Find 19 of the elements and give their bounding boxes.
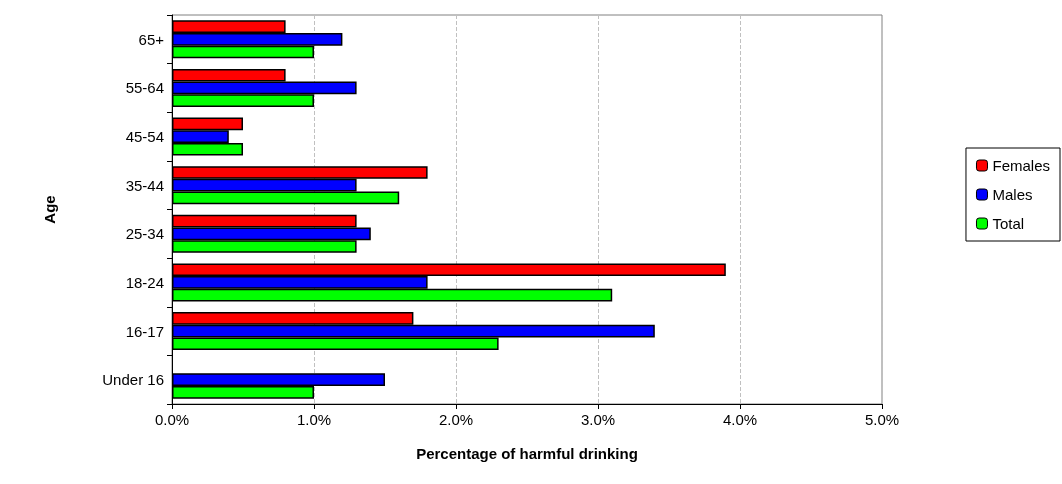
x-axis-title: Percentage of harmful drinking [416,445,638,462]
x-tick-label: 1.0% [296,411,332,428]
x-tick-label: 0.0% [154,411,190,428]
y-tick-label: 65+ [138,30,165,48]
y-tick-label: 45-54 [125,128,164,146]
y-tick-label: 55-64 [125,79,164,97]
x-tick-label: 2.0% [438,411,474,428]
x-tick-label: 3.0% [580,411,616,428]
legend-label: Females [992,157,1051,174]
y-tick-label: 35-44 [125,176,164,194]
x-tick-label: 5.0% [864,411,900,428]
y-tick-label: 16-17 [125,322,164,340]
y-tick-label: 25-34 [125,225,164,243]
y-tick-label: Under 16 [102,371,164,389]
legend-label: Males [992,186,1033,203]
x-tick-label: 4.0% [722,411,758,428]
legend-label: Total [992,215,1025,232]
y-tick-label: 18-24 [125,273,164,291]
y-axis-title: Age [41,195,58,224]
